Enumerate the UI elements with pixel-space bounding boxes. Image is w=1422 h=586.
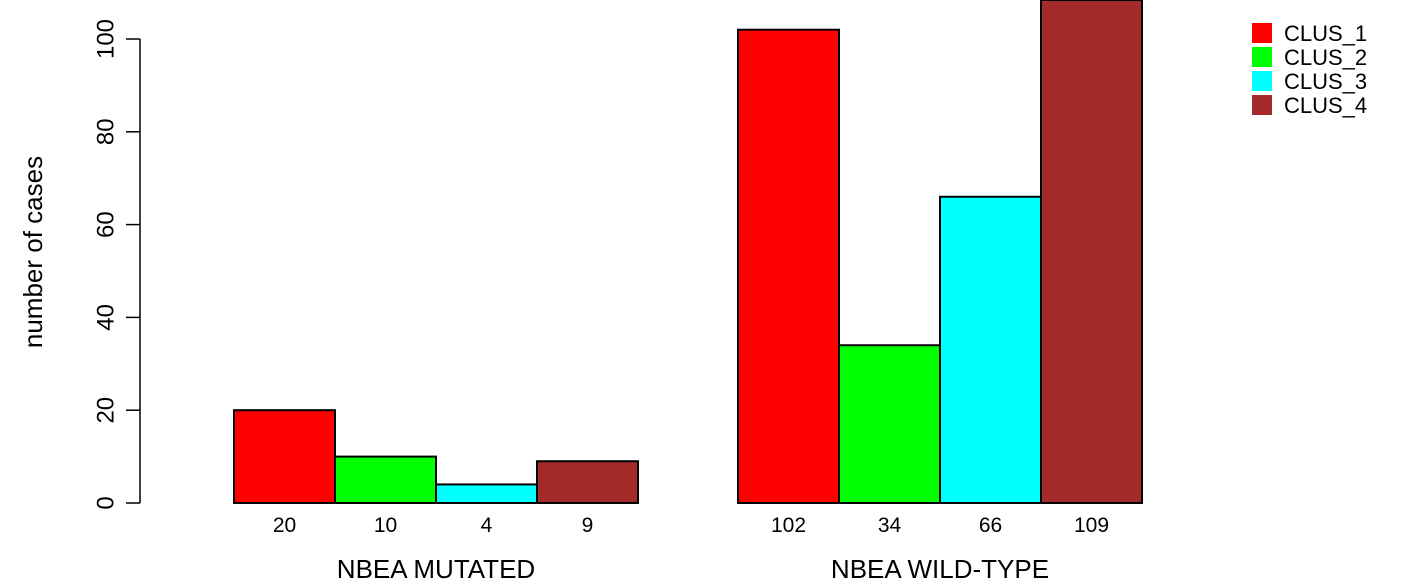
bar-nbea-mutated-clus_3	[435, 483, 538, 505]
bar-nbea-wild-type-clus_2	[838, 344, 941, 504]
bar-value-label: 9	[582, 514, 594, 537]
legend-swatch	[1252, 23, 1272, 43]
legend-swatch	[1252, 71, 1272, 91]
bar-nbea-wild-type-clus_4	[1040, 0, 1143, 504]
bar-nbea-wild-type-clus_1	[737, 28, 840, 504]
y-tick-label: 20	[93, 397, 120, 424]
bar-nbea-mutated-clus_1	[233, 409, 336, 505]
bar-value-label: 10	[374, 514, 397, 537]
legend-label: CLUS_1	[1284, 21, 1367, 46]
bar-value-label: 34	[878, 514, 902, 537]
y-axis-title: number of cases	[18, 156, 48, 348]
legend-label: CLUS_3	[1284, 69, 1367, 94]
bar-value-label: 102	[771, 514, 806, 537]
legend-label: CLUS_2	[1284, 45, 1367, 70]
y-tick-label: 60	[93, 211, 120, 238]
y-tick-label: 40	[93, 304, 120, 331]
y-axis: 0 20 40 60 80 100	[93, 19, 141, 510]
legend-swatch	[1252, 95, 1272, 115]
y-tick-label: 0	[93, 496, 120, 509]
bar-nbea-wild-type-clus_3	[939, 195, 1042, 504]
bar-nbea-mutated-clus_2	[334, 455, 437, 505]
group-label: NBEA MUTATED	[337, 554, 535, 584]
legend-swatch	[1252, 47, 1272, 67]
y-tick-label: 80	[93, 118, 120, 145]
group-labels: NBEA MUTATED NBEA WILD-TYPE	[337, 554, 1049, 584]
bar-nbea-mutated-clus_4	[536, 460, 639, 504]
bar-value-label: 20	[273, 514, 296, 537]
y-tick-label: 100	[93, 19, 120, 59]
bar-value-label: 109	[1074, 514, 1109, 537]
bar-value-label: 4	[481, 514, 493, 537]
bar-value-label: 66	[979, 514, 1002, 537]
group-label: NBEA WILD-TYPE	[831, 554, 1049, 584]
bars: 20 10 4 9 102 34 66 109	[233, 0, 1143, 537]
legend-label: CLUS_4	[1284, 93, 1367, 118]
